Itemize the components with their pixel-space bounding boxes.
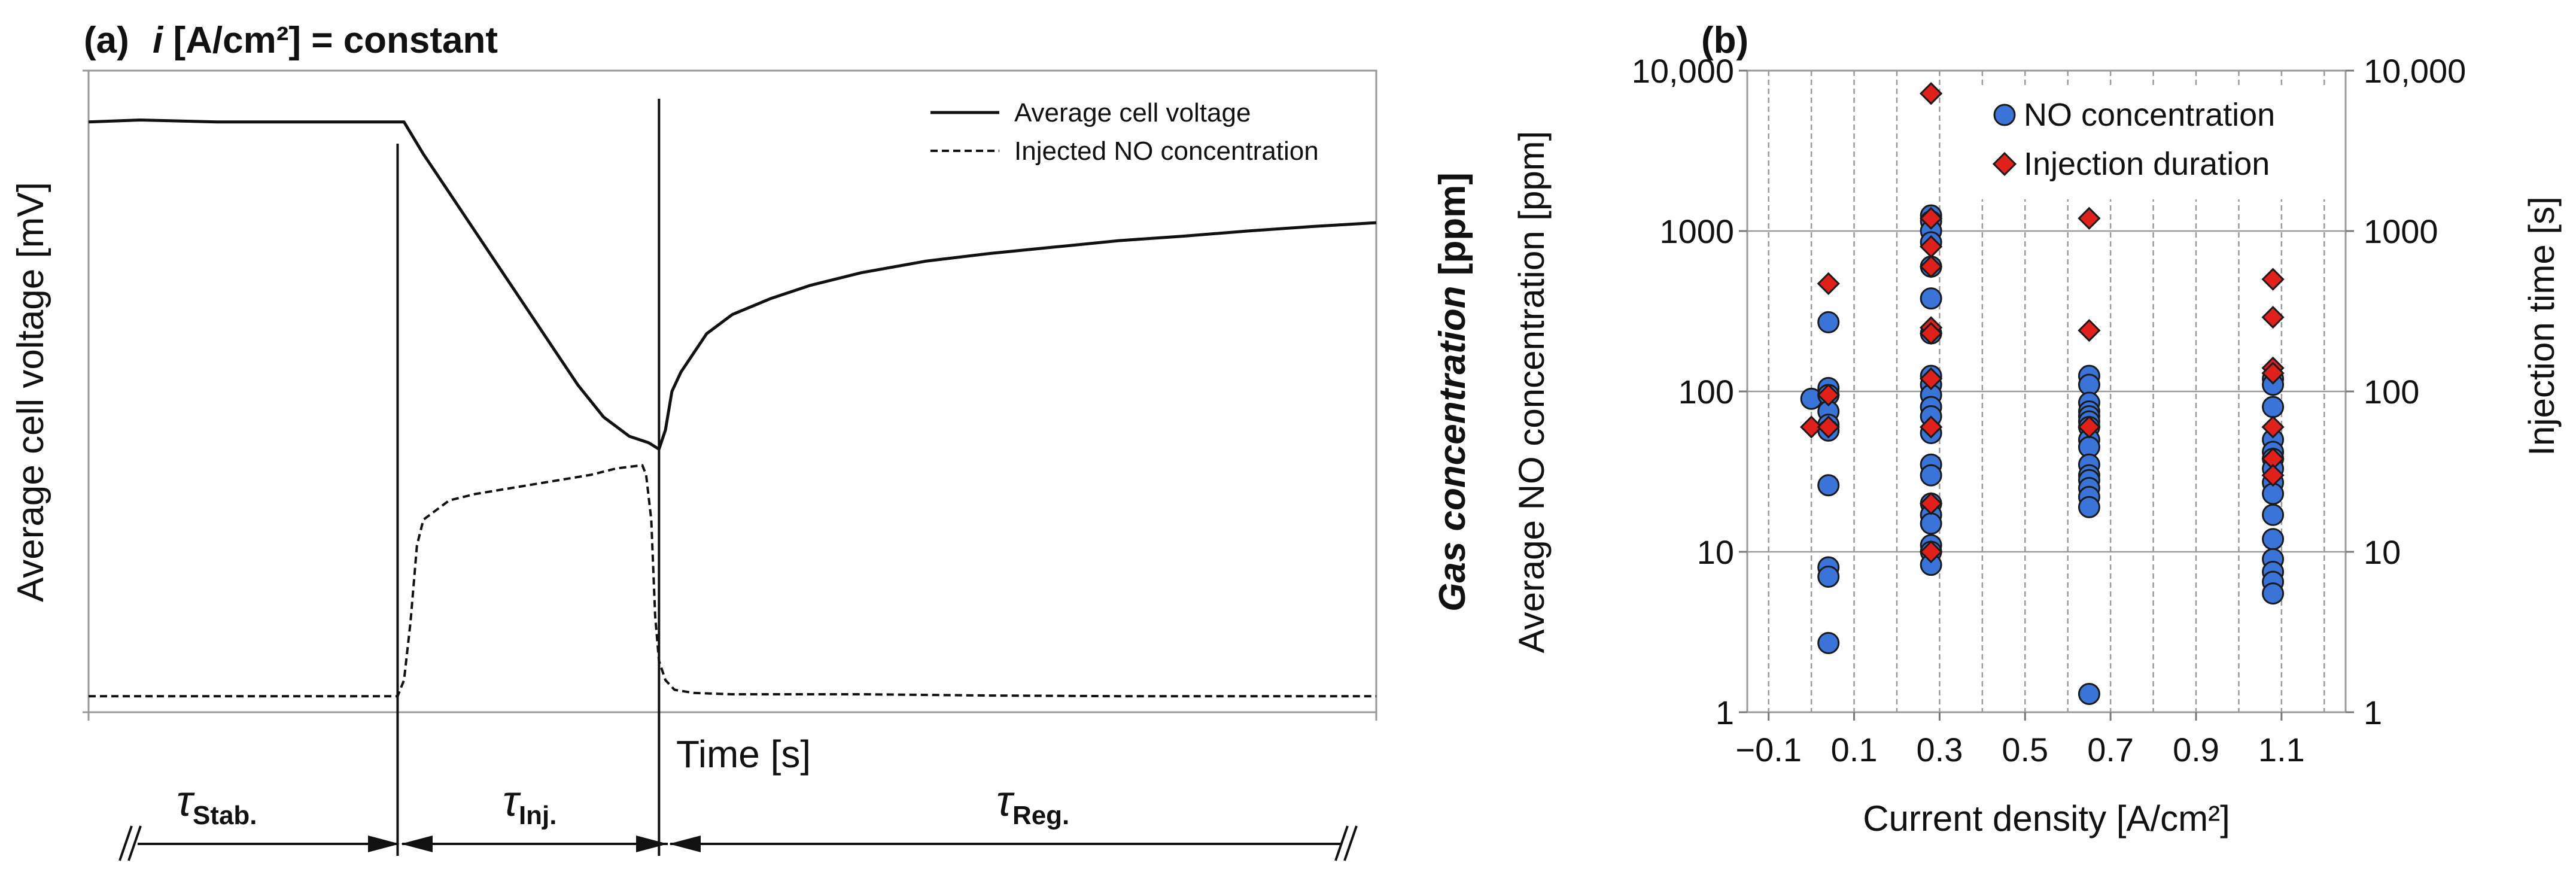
injection-duration-point xyxy=(2261,464,2285,487)
no-concentration-point xyxy=(1817,566,1840,588)
axis-break-mark xyxy=(127,825,142,861)
axis-break-mark xyxy=(1334,825,1349,861)
panel-a-xlabel: Time [s] xyxy=(676,733,811,776)
injection-duration-point xyxy=(2078,415,2101,439)
x-tick-label: −0.1 xyxy=(1735,731,1802,768)
stab-arrowhead xyxy=(368,836,400,852)
panel-b-ylabel: Average NO concentration [ppm] xyxy=(1511,131,1552,654)
panel-b-xlabel: Current density [A/cm²] xyxy=(1863,798,2230,839)
panel-a-legend: Average cell voltage Injected NO concent… xyxy=(930,98,1319,166)
no-concentration-point xyxy=(2262,396,2285,418)
injection-duration-point xyxy=(1817,383,1840,407)
axis-break-mark xyxy=(118,825,133,861)
injection-duration-point xyxy=(1920,492,1943,515)
panel-b-ticks: 1 1 10 10 100 100 1000 1000 10,000 10,000 −0.1 0.1 0… xyxy=(1632,52,2466,768)
no-concentration-point xyxy=(2262,582,2285,605)
y2-tick-label: 1000 xyxy=(2364,212,2438,250)
panel-b-legend: NO concentration Injection duration xyxy=(1981,87,2338,199)
panel-a: (a) i [A/cm²] = constant Average cell vo… xyxy=(10,20,1377,861)
phase-inj-label: τInj. xyxy=(503,777,557,830)
no-series-line xyxy=(89,464,1376,698)
panel-b-label: (b) xyxy=(1701,20,1748,61)
injection-duration-point xyxy=(2261,361,2285,385)
x-tick-label: 1.1 xyxy=(2258,731,2305,768)
injection-duration-point xyxy=(2261,415,2285,439)
panel-b: (b) Gas concentration [ppm] Average NO c… xyxy=(1432,20,2562,839)
injection-duration-point xyxy=(2261,305,2285,329)
y-tick-label: 10 xyxy=(1697,533,1734,571)
y2-tick-label: 10 xyxy=(2364,533,2401,571)
panel-a-title-italic: i xyxy=(153,20,164,61)
injection-duration-point xyxy=(1920,206,1943,230)
injection-duration-point xyxy=(1920,321,1943,345)
panel-a-plot-frame xyxy=(87,69,1377,713)
no-concentration-point xyxy=(1920,287,1942,310)
injection-duration-point xyxy=(2261,268,2285,291)
injection-duration-point xyxy=(2078,206,2101,230)
no-concentration-point xyxy=(1817,474,1840,497)
panel-a-label: (a) xyxy=(84,20,129,61)
injection-duration-point xyxy=(1920,540,1943,564)
panel-b-y2label: Injection time [s] xyxy=(2522,196,2562,456)
legend-voltage-label: Average cell voltage xyxy=(1014,98,1251,127)
x-tick-label: 0.9 xyxy=(2173,731,2219,768)
no-concentration-point xyxy=(1817,311,1840,333)
injection-duration-point xyxy=(1920,82,1943,105)
legend-circle-marker xyxy=(1993,104,2016,126)
y-tick-label: 1 xyxy=(1716,694,1734,731)
y-tick-label: 100 xyxy=(1678,373,1734,411)
phase-arrows xyxy=(118,825,1358,861)
legend-injection-duration: Injection duration xyxy=(2024,146,2270,182)
legend-no-concentration: NO concentration xyxy=(2024,97,2275,133)
panel-a-ylabel: Average cell voltage [mV] xyxy=(10,182,51,602)
inj-arrowhead-left xyxy=(401,836,433,852)
y2-tick-label: 100 xyxy=(2364,373,2419,411)
injection-duration-point xyxy=(1800,415,1823,439)
no-concentration-point xyxy=(2262,503,2285,526)
legend-diamond-marker xyxy=(1992,151,2017,177)
injection-duration-point xyxy=(1817,272,1840,295)
panel-b-points xyxy=(1800,82,2285,705)
panel-a-title-rest: [A/cm²] = constant xyxy=(173,20,498,61)
no-concentration-point xyxy=(1920,464,1942,487)
x-tick-label: 0.5 xyxy=(2002,731,2048,768)
no-concentration-point xyxy=(2078,682,2100,705)
injection-duration-point xyxy=(1920,367,1943,390)
phase-stab-label: τStab. xyxy=(177,777,257,830)
svg-text:(a) i [A/cm²] = c: (a) i [A/cm²] = constant xyxy=(84,20,498,61)
reg-arrowhead xyxy=(669,836,701,852)
legend-background xyxy=(1981,87,2338,199)
no-concentration-point xyxy=(1920,512,1942,535)
injection-duration-point xyxy=(1817,415,1840,439)
injection-duration-point xyxy=(1920,255,1943,278)
axis-break-mark xyxy=(1343,825,1358,861)
no-concentration-point xyxy=(2078,496,2100,518)
y2-tick-label: 1 xyxy=(2364,694,2382,731)
legend-no-label: Injected NO concentration xyxy=(1014,136,1319,166)
injection-duration-point xyxy=(2078,318,2101,342)
x-tick-label: 0.7 xyxy=(2087,731,2134,768)
y2-tick-label: 10,000 xyxy=(2364,52,2466,90)
gas-concentration-title: Gas concentration [ppm] xyxy=(1432,172,1473,612)
no-concentration-point xyxy=(1817,631,1840,654)
y-tick-label: 1000 xyxy=(1659,212,1734,250)
y-tick-label: 10,000 xyxy=(1632,52,1734,90)
no-concentration-point xyxy=(2262,528,2285,551)
x-tick-label: 0.1 xyxy=(1831,731,1878,768)
voltage-series-line xyxy=(89,119,1376,451)
x-tick-label: 0.3 xyxy=(1916,731,1963,768)
injection-duration-point xyxy=(1920,415,1943,439)
inj-arrowhead-right xyxy=(636,836,668,852)
phase-reg-label: τReg. xyxy=(996,777,1069,830)
